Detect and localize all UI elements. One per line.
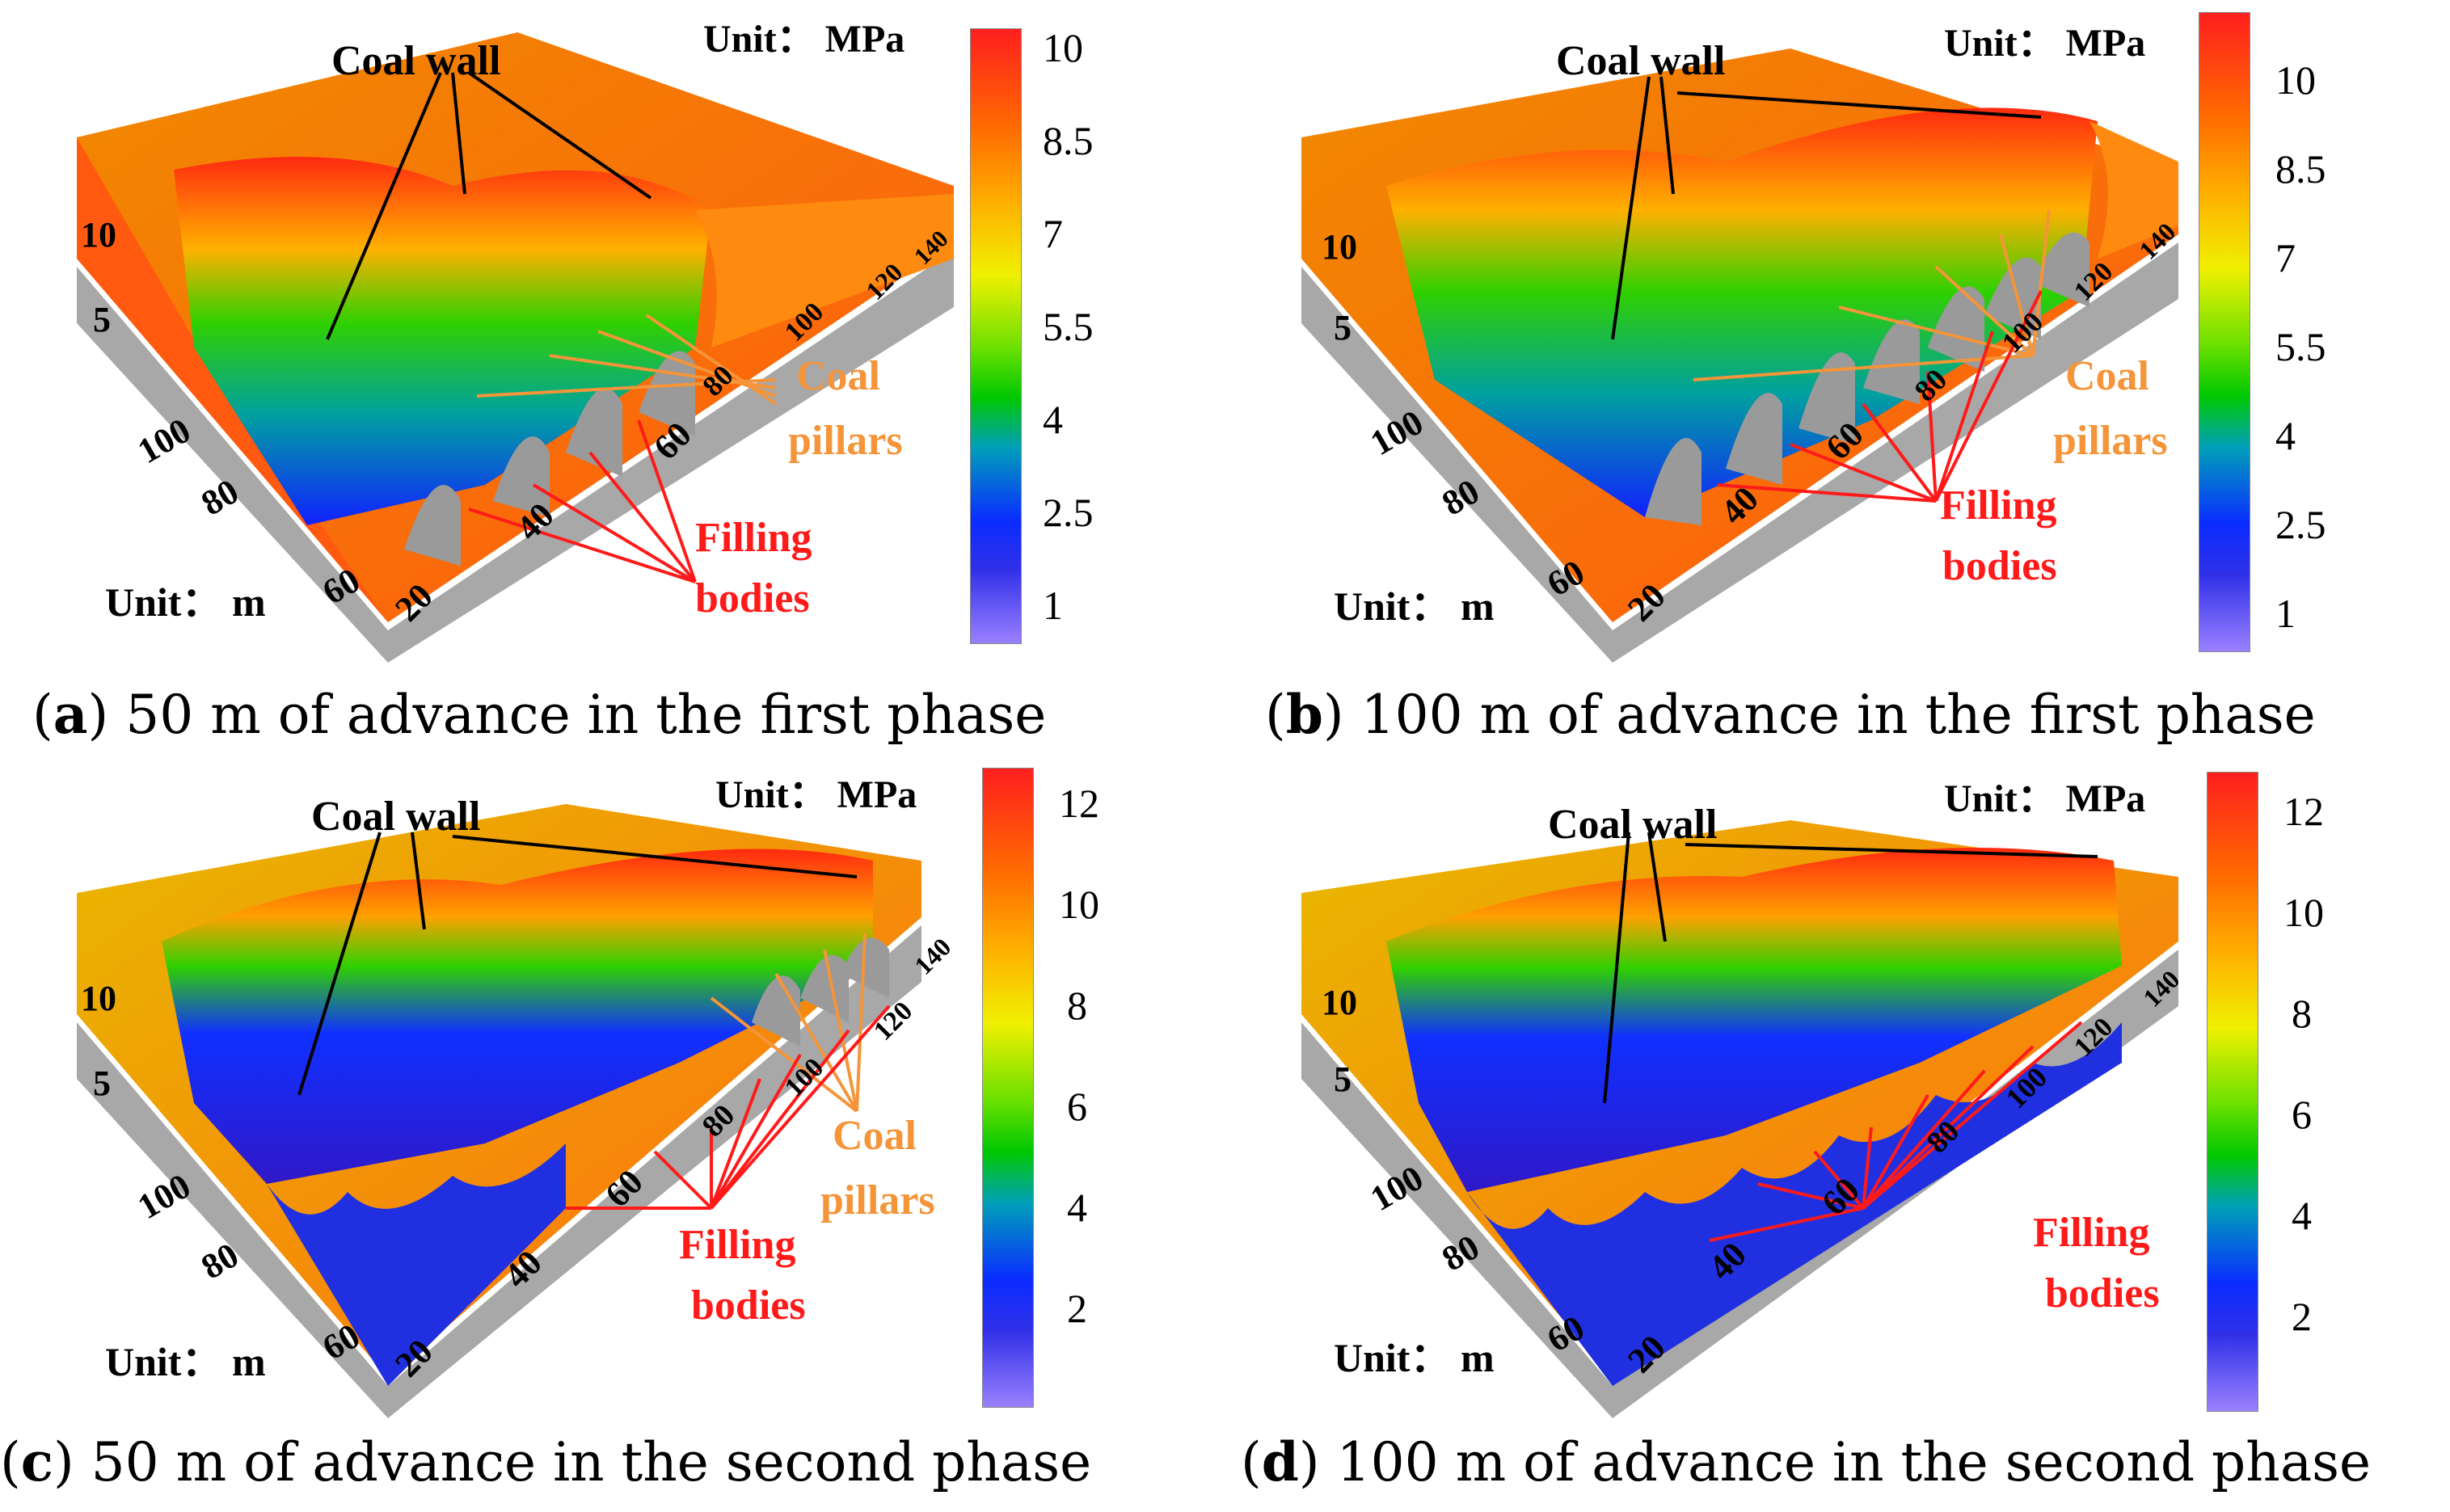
leader-arrows — [1611, 76, 2051, 503]
coal-wall-label: Coal wall — [1556, 38, 1726, 84]
mined-pit — [1386, 107, 2098, 518]
z-tick-5: 5 — [93, 300, 111, 339]
colorbar-tick: 6 — [1067, 1084, 1087, 1129]
colorbar-tick: 12 — [2283, 789, 2324, 834]
colorbar-tick: 8 — [2292, 991, 2312, 1036]
length-unit-label: Unit： m — [105, 1339, 266, 1384]
block-left-side — [1301, 1022, 1613, 1418]
pit-end-wall — [695, 194, 954, 347]
colorbar-tick: 1 — [1043, 583, 1063, 628]
length-unit-label: Unit： m — [1334, 583, 1495, 629]
filling-bodies-label-line1: Filling — [1940, 482, 2057, 529]
colorbar-tick: 7 — [2275, 235, 2296, 280]
mined-pit — [174, 157, 711, 525]
colorbar — [982, 768, 1034, 1408]
colorbar-tick: 5.5 — [2275, 324, 2326, 369]
colorbar-tick: 10 — [1059, 882, 1099, 927]
block-right-side — [388, 925, 921, 1418]
stress-surface-a — [77, 32, 954, 663]
stress-surface-d — [1301, 820, 2178, 1418]
pit-end-wall — [2089, 121, 2178, 259]
z-tick-5: 5 — [1334, 1059, 1352, 1099]
block-left-side — [77, 267, 388, 663]
colorbar-tick: 2 — [1067, 1286, 1087, 1331]
colorbar — [2199, 12, 2250, 652]
colorbar — [970, 28, 1022, 644]
block-left-side — [77, 1022, 388, 1418]
block-right-side — [1613, 242, 2178, 663]
filling-body-waves — [1467, 1022, 2122, 1386]
colorbar-tick: 8.5 — [1043, 118, 1094, 163]
z-tick-10: 10 — [1322, 227, 1357, 267]
caption-d: (d) 100 m of advance in the second phase — [1241, 1430, 2372, 1493]
leader-arrows — [326, 71, 778, 583]
caption-b: (b) 100 m of advance in the first phase — [1265, 683, 2316, 746]
mined-pit — [162, 849, 873, 1184]
length-unit-label: Unit： m — [105, 579, 266, 625]
coal-pillars-label-line1: Coal — [2065, 353, 2149, 399]
block-right-side — [388, 251, 954, 663]
caption-c: (c) 50 m of advance in the second phase — [0, 1430, 1092, 1493]
colorbar-tick: 2.5 — [1043, 490, 1094, 535]
stress-surface-c — [77, 804, 921, 1418]
stress-unit-label: Unit： MPa — [1944, 777, 2146, 820]
colorbar-tick: 12 — [1059, 781, 1099, 826]
stress-unit-label: Unit： MPa — [715, 773, 917, 816]
z-tick-5: 5 — [1334, 308, 1352, 347]
colorbar-tick: 5.5 — [1043, 304, 1094, 349]
colorbar-tick: 4 — [2292, 1193, 2312, 1238]
coal-pillars-label-line2: pillars — [788, 418, 903, 464]
filling-bodies-label-line2: bodies — [1942, 543, 2057, 589]
filling-bodies-label-line2: bodies — [691, 1282, 806, 1329]
colorbar-tick: 4 — [1067, 1185, 1087, 1230]
colorbar-tick: 2 — [2292, 1294, 2312, 1339]
filling-bodies-label-line1: Filling — [679, 1222, 796, 1268]
panel-d: Coal wall Unit： MPa Filling bodies Unit：… — [1225, 756, 2449, 1511]
filling-bodies-label-line1: Filling — [2033, 1210, 2150, 1256]
panel-c: Coal wall Unit： MPa Coal pillars Filling… — [0, 756, 1225, 1511]
mined-pit — [1386, 848, 2122, 1192]
colorbar — [2207, 772, 2258, 1412]
colorbar-tick: 7 — [1043, 211, 1063, 256]
length-unit-label: Unit： m — [1334, 1335, 1495, 1380]
colorbar-tick: 10 — [2275, 57, 2316, 103]
colorbar-tick: 1 — [2275, 591, 2296, 636]
panel-b: Coal wall Unit： MPa Coal pillars Filling… — [1225, 0, 2449, 756]
leader-arrows — [1603, 832, 2098, 1242]
colorbar-tick: 10 — [1043, 25, 1083, 70]
stress-surface-b — [1301, 48, 2178, 663]
caption-a: (a) 50 m of advance in the first phase — [32, 683, 1047, 746]
z-tick-10: 10 — [81, 215, 116, 255]
coal-pillars-label-line2: pillars — [2053, 418, 2168, 464]
coal-wall-label: Coal wall — [331, 38, 501, 84]
filling-body-waves — [267, 1143, 566, 1386]
filling-bodies-label-line2: bodies — [2045, 1270, 2160, 1316]
z-tick-10: 10 — [81, 979, 116, 1018]
colorbar-tick: 4 — [2275, 413, 2296, 458]
filling-body-ridges — [404, 351, 695, 566]
panel-a: Coal wall Unit： MPa Coal pillars Filling… — [0, 0, 1225, 756]
colorbar-tick: 6 — [2292, 1092, 2312, 1137]
filling-bodies-label-line2: bodies — [695, 575, 810, 621]
colorbar-tick: 2.5 — [2275, 502, 2326, 547]
colorbar-tick: 8 — [1067, 983, 1087, 1028]
coal-pillars-label-line1: Coal — [833, 1113, 917, 1159]
stress-unit-label: Unit： MPa — [1944, 22, 2146, 65]
coal-wall-label: Coal wall — [311, 794, 481, 840]
colorbar-tick: 8.5 — [2275, 146, 2326, 192]
stress-unit-label: Unit： MPa — [703, 18, 905, 61]
leader-arrows — [297, 832, 891, 1210]
coal-wall-label: Coal wall — [1548, 802, 1718, 848]
block-left-side — [1301, 267, 1613, 663]
z-tick-10: 10 — [1322, 983, 1357, 1022]
filling-bodies-label-line1: Filling — [695, 515, 812, 561]
colorbar-tick: 10 — [2283, 890, 2324, 935]
z-tick-5: 5 — [93, 1063, 111, 1103]
coal-pillars-label-line2: pillars — [820, 1177, 935, 1223]
colorbar-tick: 4 — [1043, 397, 1063, 442]
coal-pillars-label-line1: Coal — [796, 353, 880, 399]
